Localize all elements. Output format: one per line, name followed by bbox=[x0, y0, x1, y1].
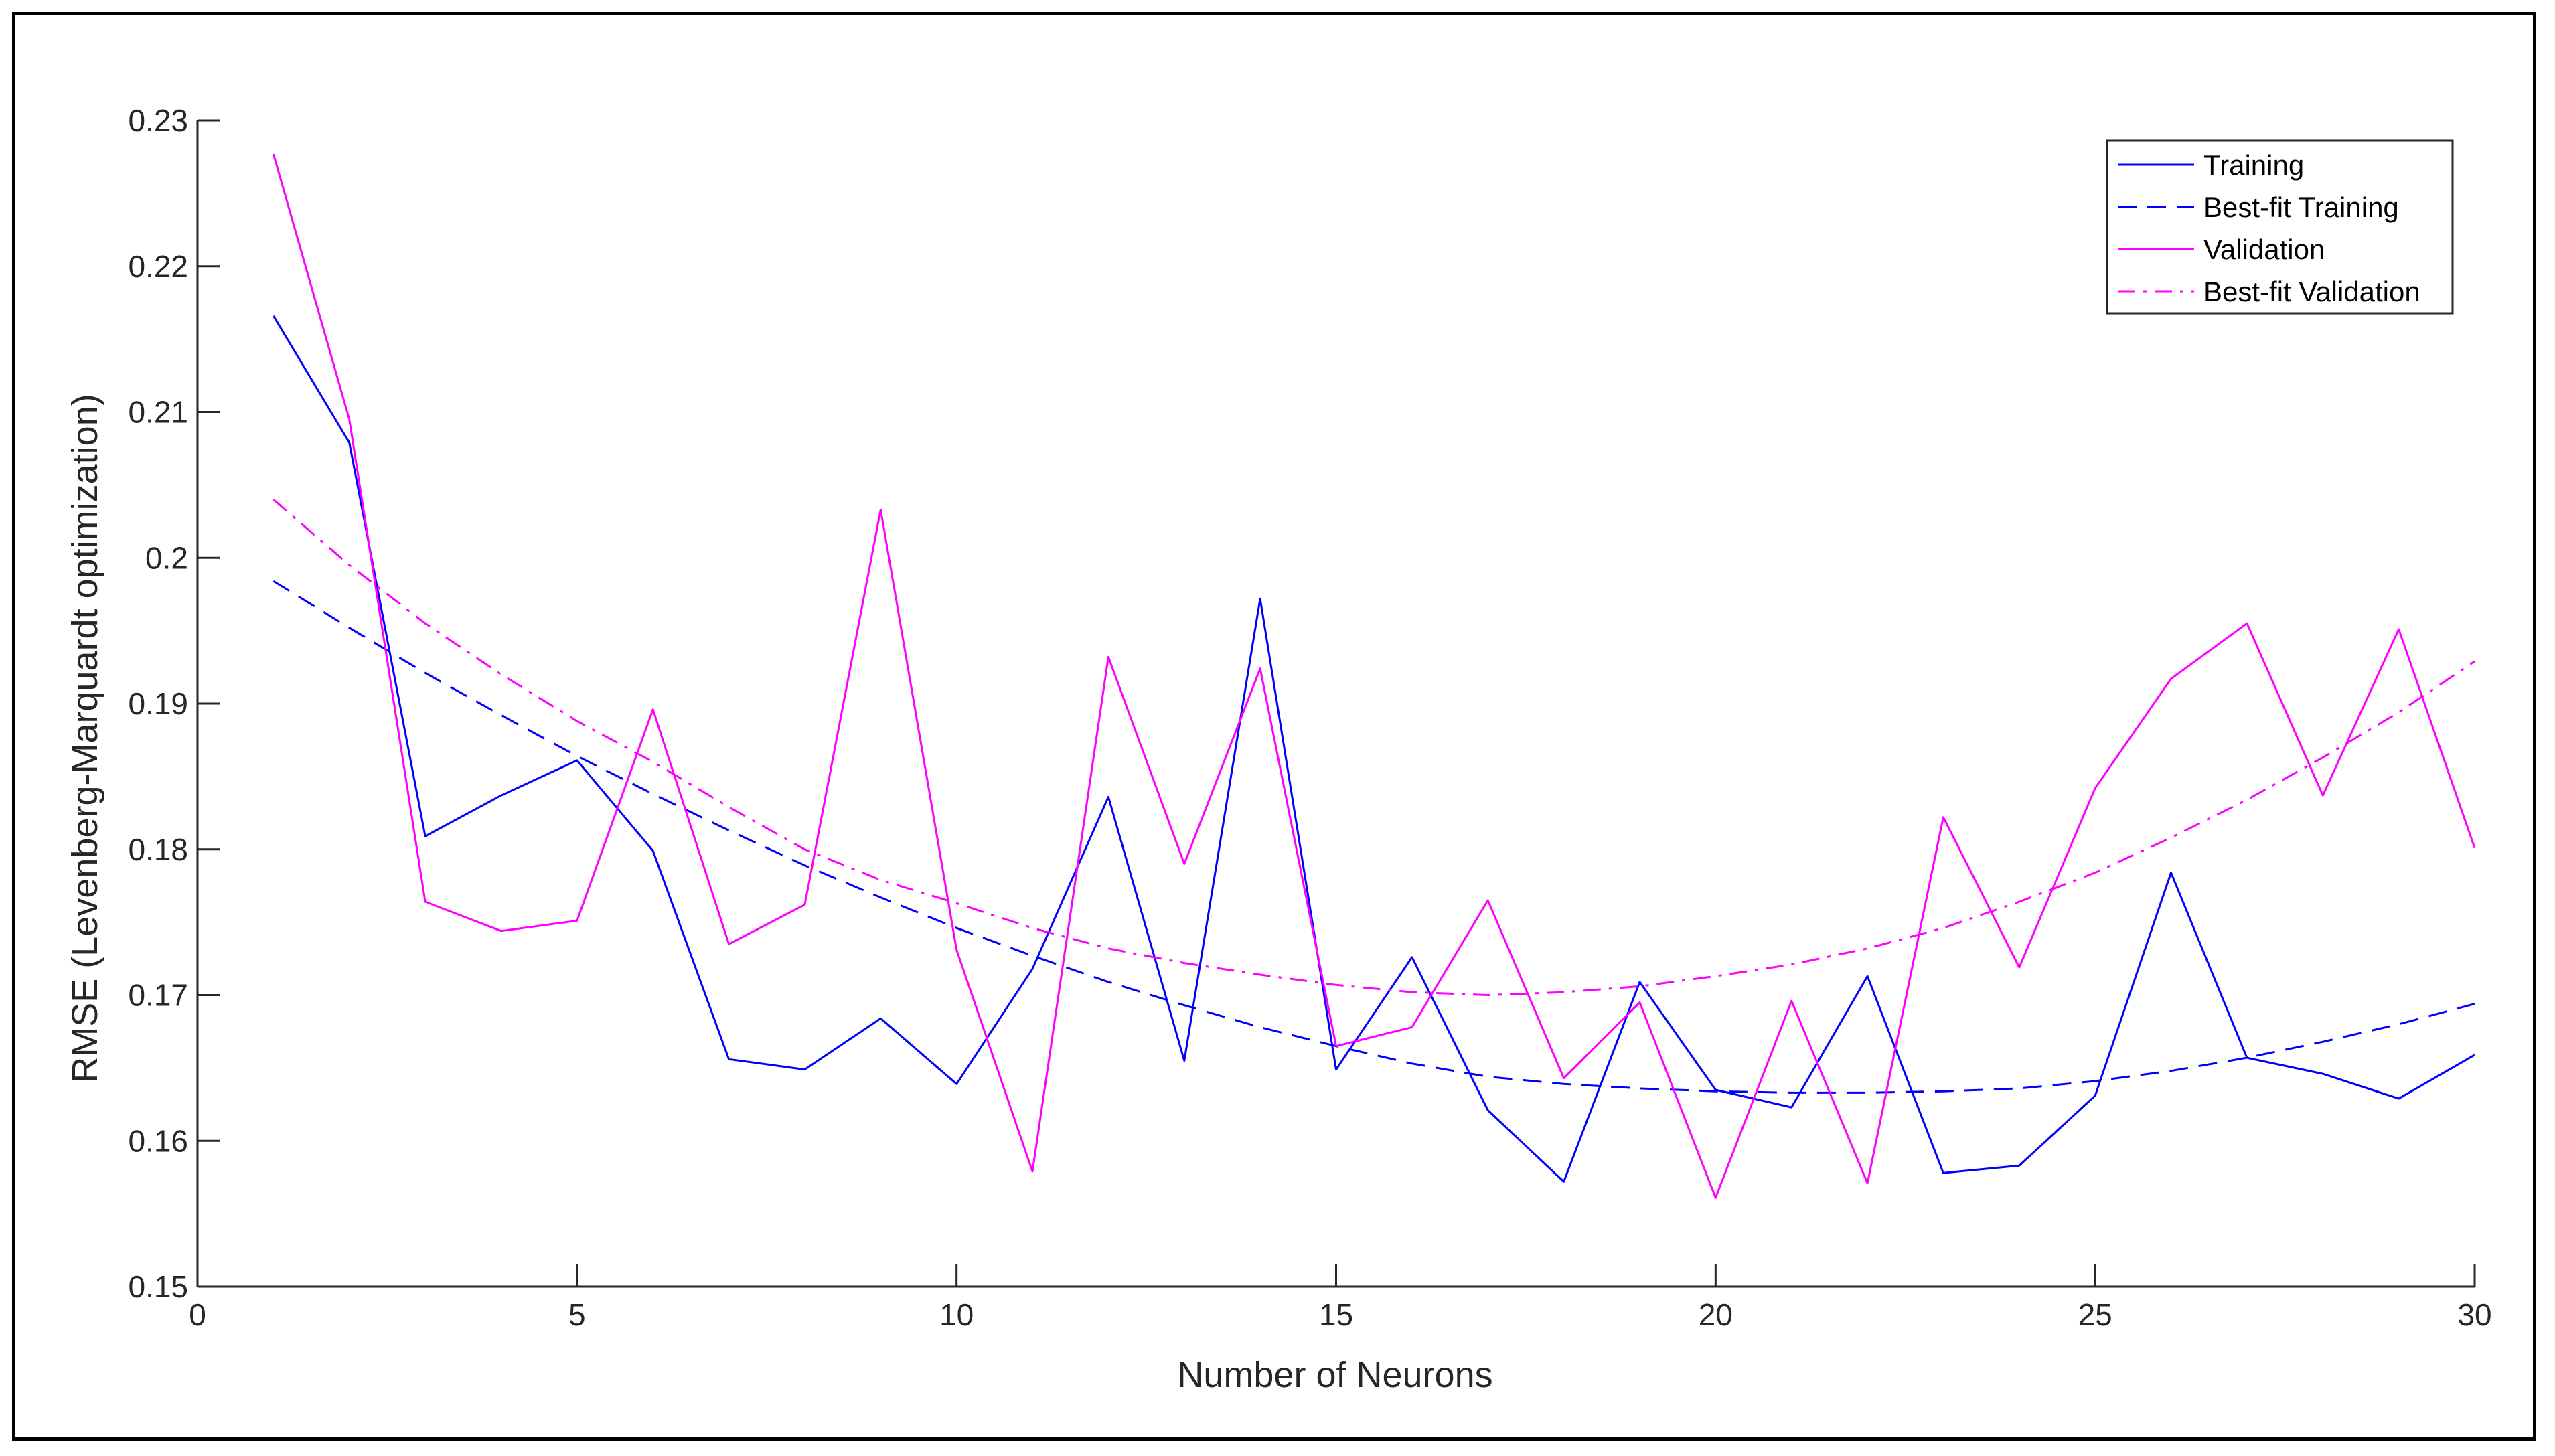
y-tick-label: 0.15 bbox=[128, 1269, 188, 1304]
x-axis-title: Number of Neurons bbox=[1177, 1355, 1492, 1395]
x-tick-label: 15 bbox=[1319, 1297, 1353, 1332]
legend-entry-label: Best-fit Validation bbox=[2203, 276, 2420, 307]
y-tick-label: 0.18 bbox=[128, 832, 188, 867]
x-tick-label: 10 bbox=[939, 1297, 974, 1332]
x-tick-label: 25 bbox=[2078, 1297, 2112, 1332]
legend-box bbox=[2106, 139, 2454, 315]
x-tick-label: 5 bbox=[568, 1297, 586, 1332]
series-line-training bbox=[273, 315, 2475, 1183]
x-tick-label: 0 bbox=[189, 1297, 206, 1332]
legend-entry-label: Training bbox=[2203, 149, 2304, 181]
y-tick-label: 0.17 bbox=[128, 978, 188, 1013]
y-tick-label: 0.22 bbox=[128, 249, 188, 284]
legend-entry-label: Best-fit Training bbox=[2203, 191, 2399, 223]
series-line-best-fit-training bbox=[273, 580, 2475, 1094]
y-tick-label: 0.23 bbox=[128, 103, 188, 138]
y-tick-label: 0.21 bbox=[128, 395, 188, 430]
x-tick-label: 30 bbox=[2457, 1297, 2491, 1332]
y-tick-label: 0.2 bbox=[145, 540, 188, 575]
legend: Training Best-fit Training Validation Best-… bbox=[2106, 139, 2454, 315]
x-tick-label: 20 bbox=[1699, 1297, 1733, 1332]
y-tick-label: 0.16 bbox=[128, 1123, 188, 1158]
series-line-best-fit-validation bbox=[273, 499, 2475, 996]
legend-entry-label: Validation bbox=[2203, 234, 2325, 265]
y-tick-label: 0.19 bbox=[128, 686, 188, 721]
y-axis-title: RMSE (Levenberg-Marquardt optimization) bbox=[65, 394, 105, 1082]
series-line-validation bbox=[272, 153, 2476, 1199]
